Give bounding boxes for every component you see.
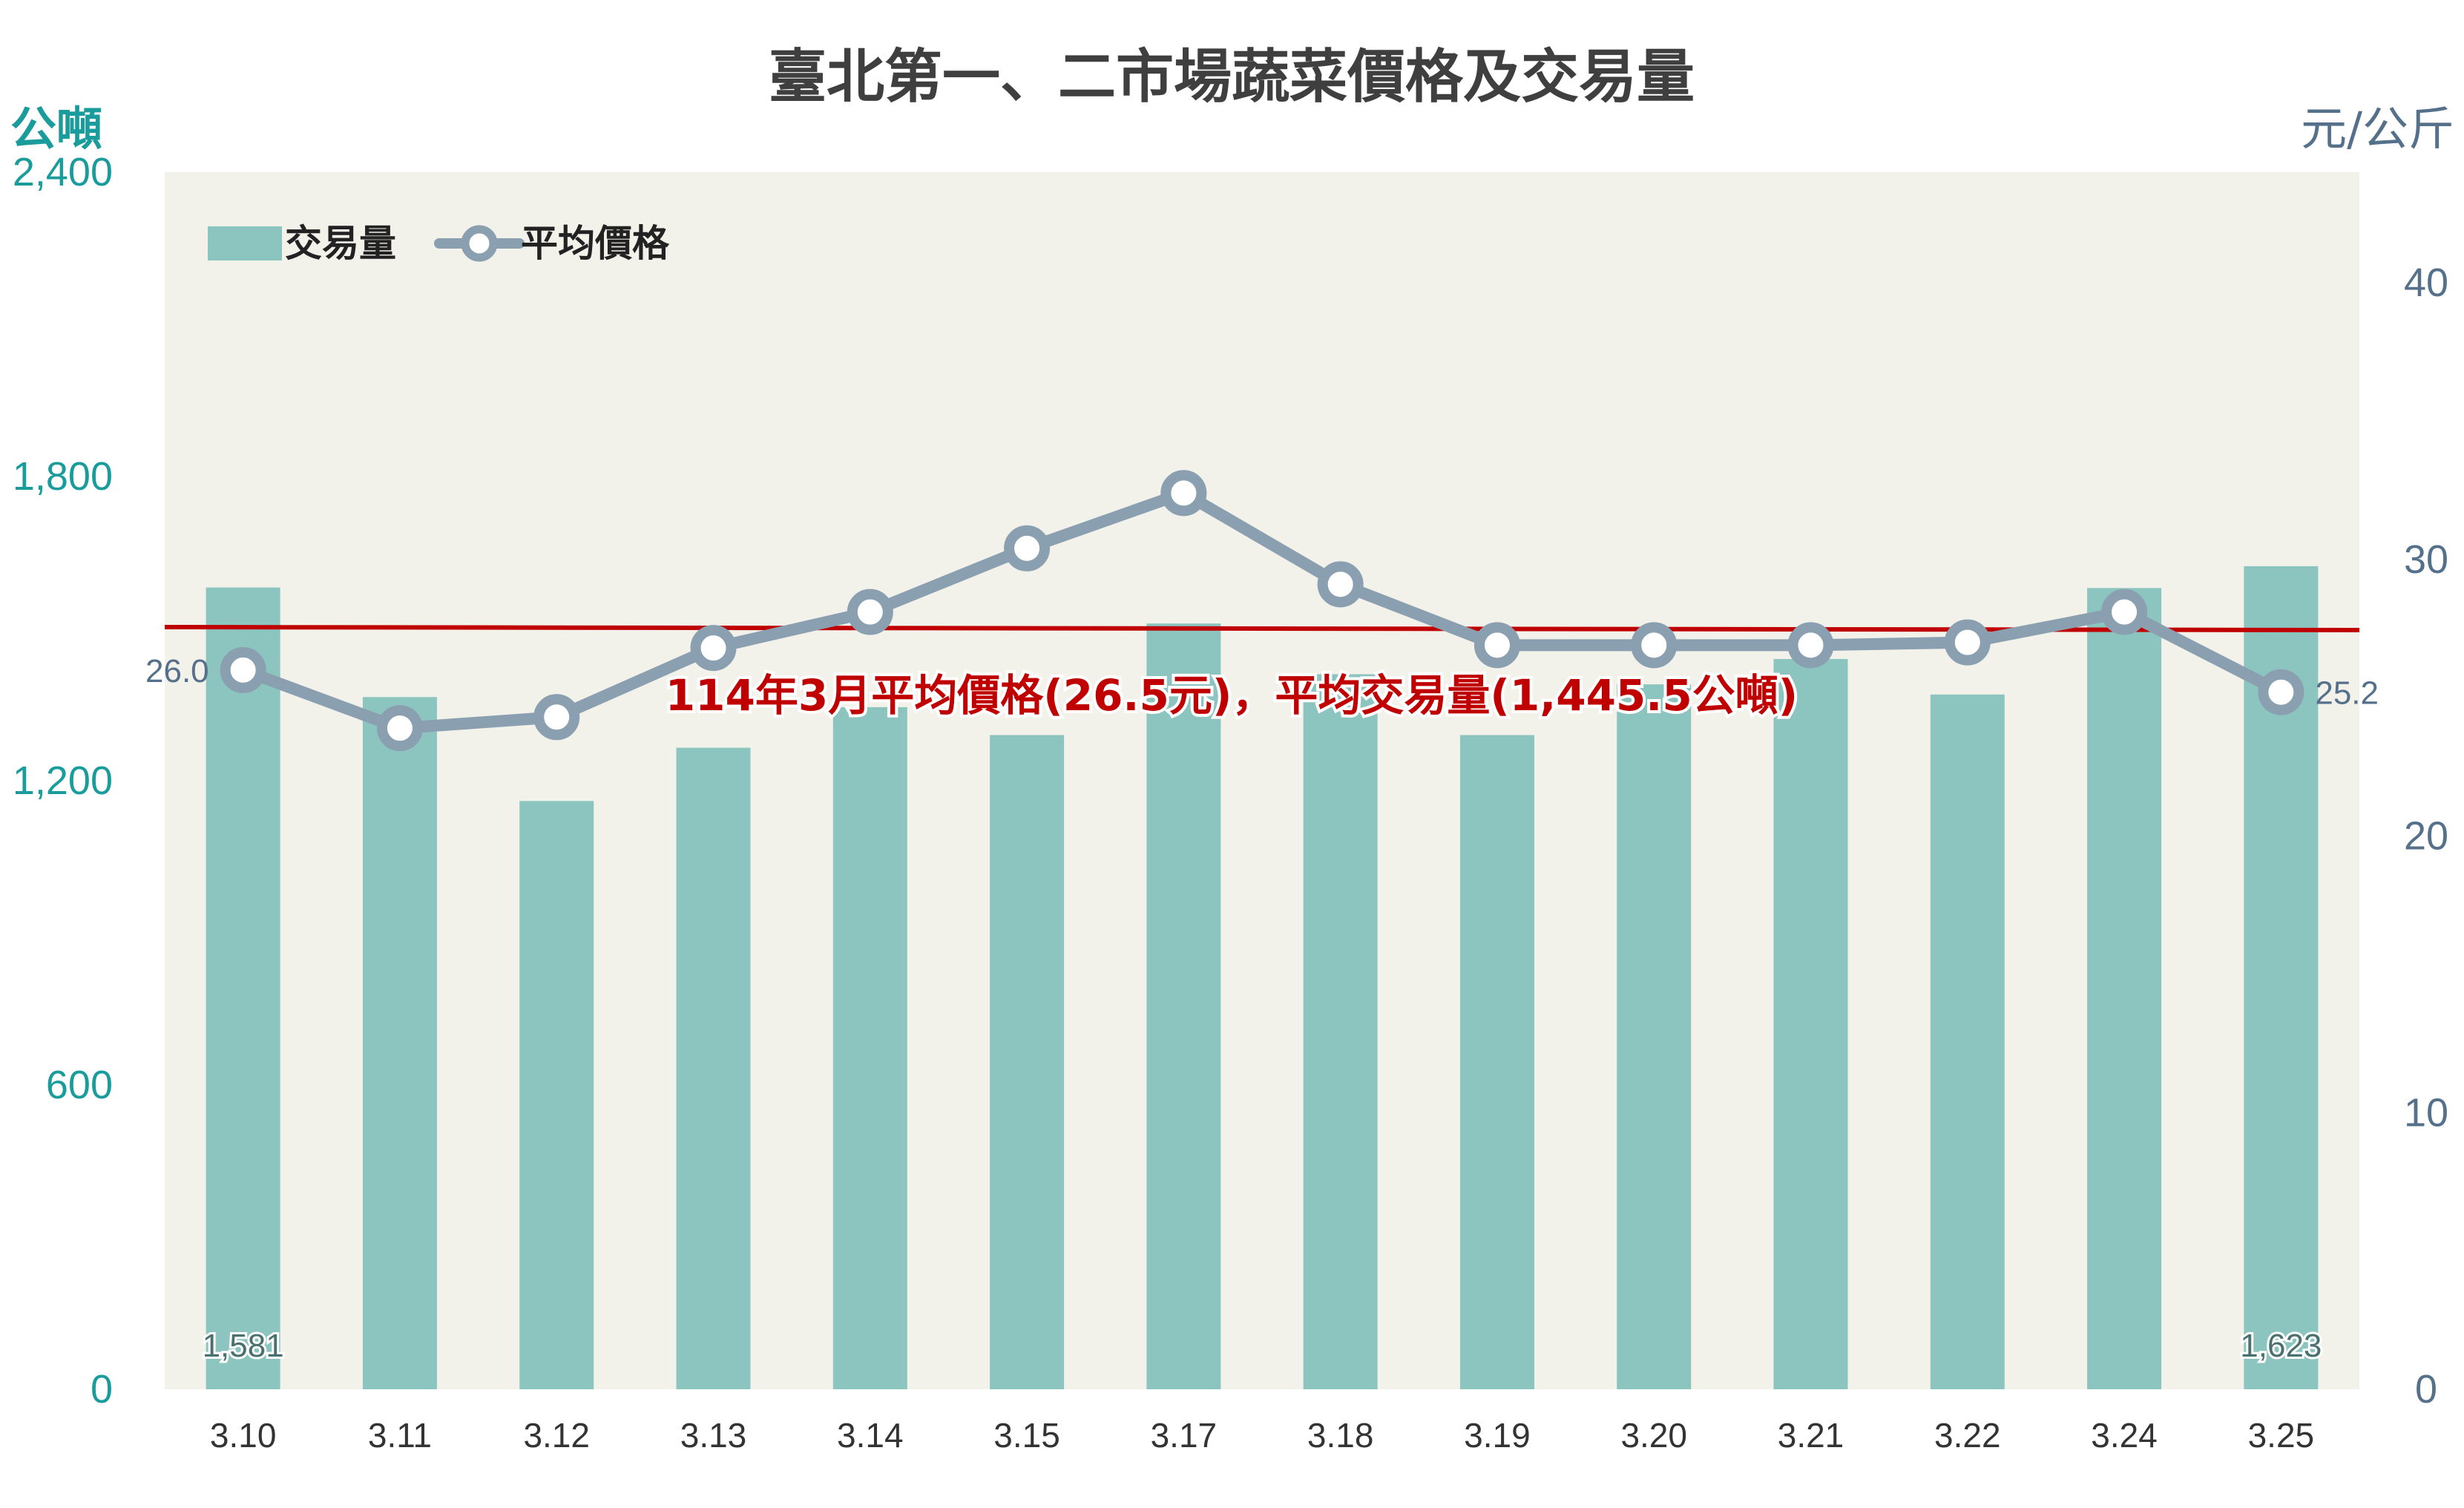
price-marker-3.15 <box>1004 525 1051 571</box>
left-tick-label: 0 <box>91 1367 113 1412</box>
x-tick-label: 3.17 <box>1151 1416 1218 1455</box>
bar-3.10 <box>206 587 280 1389</box>
legend-bar-swatch <box>208 226 282 260</box>
bar-3.24 <box>2087 588 2162 1390</box>
x-tick-label: 3.10 <box>210 1416 277 1455</box>
bar-3.14 <box>832 707 907 1389</box>
price-marker-3.10 <box>220 646 266 693</box>
x-tick-label: 3.11 <box>368 1416 432 1455</box>
legend: 交易量 平均價格 <box>208 222 670 265</box>
price-marker-3.12 <box>533 694 580 741</box>
right-tick-label: 40 <box>2404 260 2448 305</box>
price-marker-3.17 <box>1160 470 1207 517</box>
bar-3.21 <box>1773 659 1848 1389</box>
left-tick-label: 2,400 <box>13 150 113 194</box>
left-tick-label: 600 <box>46 1063 113 1107</box>
bar-3.12 <box>519 801 594 1389</box>
x-tick-label: 3.13 <box>680 1416 747 1455</box>
right-tick-label: 10 <box>2404 1090 2448 1135</box>
bar-3.17 <box>1146 623 1221 1389</box>
legend-bar-label: 交易量 <box>285 222 396 265</box>
price-marker-3.18 <box>1317 561 1364 608</box>
x-tick-label: 3.20 <box>1620 1416 1687 1455</box>
right-tick-label: 0 <box>2415 1367 2437 1412</box>
left-tick-label: 1,800 <box>13 454 113 499</box>
reference-line-label: 114年3月平均價格(26.5元)，平均交易量(1,445.5公噸) <box>666 670 1798 721</box>
right-tick-label: 20 <box>2404 814 2448 859</box>
x-axis-ticks: 3.10 3.11 3.12 3.13 3.14 3.15 3.17 3.18 3.19 3.20… <box>210 1416 2314 1455</box>
price-marker-3.21 <box>1787 622 1834 669</box>
chart-title: 臺北第一、二市場蔬菜價格及交易量 <box>769 44 1695 111</box>
plot-background <box>165 172 2359 1389</box>
price-marker-3.19 <box>1474 622 1520 669</box>
price-marker-3.25 <box>2258 669 2304 715</box>
x-tick-label: 3.15 <box>993 1416 1060 1455</box>
x-tick-label: 3.18 <box>1307 1416 1374 1455</box>
legend-line-label: 平均價格 <box>521 222 670 265</box>
bar-3.20 <box>1617 684 1692 1389</box>
bar-3.15 <box>990 735 1065 1389</box>
price-label-last: 25.2 <box>2315 675 2379 712</box>
left-axis-unit: 公噸 <box>10 102 102 156</box>
right-tick-label: 30 <box>2404 537 2448 582</box>
price-marker-3.13 <box>690 625 737 672</box>
price-marker-3.24 <box>2101 589 2148 635</box>
price-marker-3.20 <box>1631 622 1678 669</box>
price-marker-3.11 <box>376 705 423 752</box>
bar-series <box>206 566 2319 1390</box>
x-tick-label: 3.14 <box>837 1416 904 1455</box>
x-tick-label: 3.24 <box>2091 1416 2158 1455</box>
bar-3.19 <box>1459 735 1534 1389</box>
x-tick-label: 3.19 <box>1464 1416 1531 1455</box>
price-line <box>237 487 2287 735</box>
x-tick-label: 3.21 <box>1778 1416 1844 1455</box>
left-tick-label: 1,200 <box>13 758 113 803</box>
average-reference-line <box>164 625 2360 632</box>
legend-line-marker <box>461 225 498 262</box>
reference-line-group <box>164 625 2360 632</box>
x-tick-label: 3.25 <box>2248 1416 2315 1455</box>
data-labels: 114年3月平均價格(26.5元)，平均交易量(1,445.5公噸) 1,581 1… <box>145 653 2379 1366</box>
price-label-first: 26.0 <box>145 653 209 689</box>
bar-3.22 <box>1930 694 2005 1389</box>
price-marker-3.14 <box>847 589 893 635</box>
price-line-series <box>220 470 2304 752</box>
bar-3.13 <box>676 747 751 1389</box>
left-axis-ticks: 0 600 1,200 1,800 2,400 <box>13 150 113 1412</box>
bar-3.11 <box>362 697 437 1389</box>
bar-label-first: 1,581 <box>203 1328 284 1364</box>
right-axis-unit: 元/公斤 <box>2301 102 2454 156</box>
x-tick-label: 3.22 <box>1934 1416 2001 1455</box>
x-tick-label: 3.12 <box>523 1416 590 1455</box>
right-axis-ticks: 0 10 20 30 40 <box>2404 260 2448 1412</box>
bar-label-last: 1,623 <box>2240 1328 2322 1364</box>
price-marker-3.22 <box>1944 619 1991 666</box>
bar-3.18 <box>1303 674 1378 1389</box>
